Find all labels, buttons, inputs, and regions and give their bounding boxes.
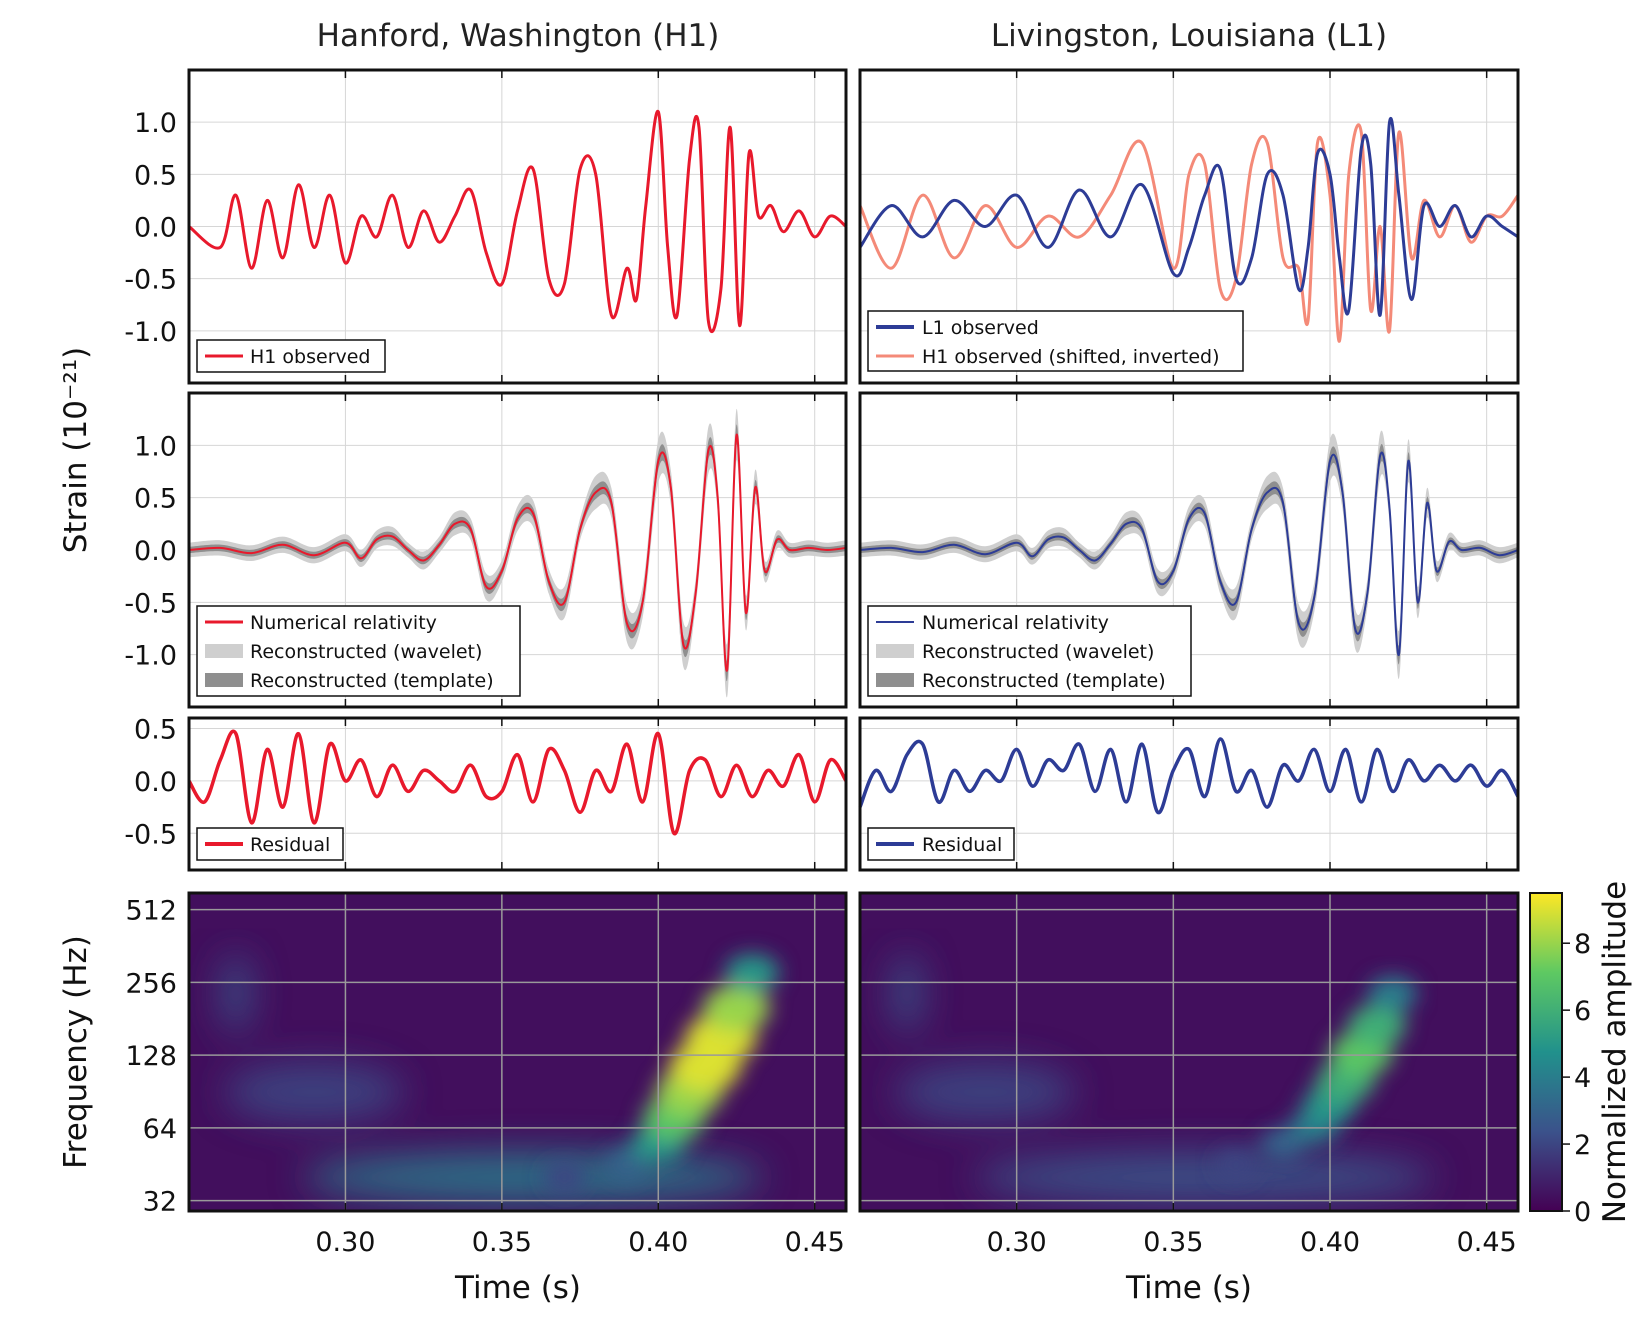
ytick-label: 512 <box>125 896 177 927</box>
legend-label-l1-residual: Residual <box>922 834 1002 856</box>
colorbar-tick-label: 2 <box>1574 1130 1591 1161</box>
chirp-track-point <box>544 1162 585 1193</box>
axes-frame <box>858 68 1520 385</box>
ytick-label: -0.5 <box>124 265 177 296</box>
legend-label-h1-observed: H1 observed <box>250 346 371 368</box>
axes-frame <box>187 391 848 709</box>
ytick-label: 0.0 <box>134 536 177 567</box>
colorbar-label: Normalized amplitude <box>1597 881 1633 1223</box>
panel-l1-observed <box>858 68 1520 385</box>
colorbar-tick-label: 4 <box>1574 1063 1591 1094</box>
legend-label-h1-template: Reconstructed (template) <box>250 670 494 692</box>
spectrogram-image <box>189 893 846 1211</box>
legend-swatch-l1-wavelet <box>876 644 914 658</box>
series-line-h1-observed-shifted-inverted- <box>858 123 1520 343</box>
ytick-label: 64 <box>143 1114 177 1145</box>
xtick-label: 0.45 <box>1457 1227 1517 1258</box>
axes-frame <box>187 716 848 872</box>
series-line-residual <box>858 737 1520 815</box>
legend-label-l1-observed: L1 observed <box>922 317 1039 339</box>
colorbar-tick-label: 6 <box>1574 996 1591 1027</box>
ylabel-frequency: Frequency (Hz) <box>58 935 94 1169</box>
xtick-label: 0.40 <box>628 1227 688 1258</box>
title-l1: Livingston, Louisiana (L1) <box>991 18 1387 54</box>
panel-l1-spectrogram: 0.30 0.35 0.40 0.45 <box>858 891 1520 1258</box>
ylabel-strain: Strain (10⁻²¹) <box>58 347 94 554</box>
chirp-track-point <box>604 1148 650 1182</box>
panel-h1-residual: 0.5 0.0 -0.5 <box>124 714 848 872</box>
xtick-label: 0.30 <box>987 1227 1047 1258</box>
chirp-track-point <box>1367 976 1418 1012</box>
legend-label-h1-residual: Residual <box>250 834 330 856</box>
axes-frame <box>858 716 1520 872</box>
legend-swatch-l1-template <box>876 673 914 687</box>
xtick-label: 0.30 <box>315 1227 375 1258</box>
legend-label-h1-shifted: H1 observed (shifted, inverted) <box>922 346 1219 368</box>
legend-label-h1-nr: Numerical relativity <box>250 612 437 634</box>
ytick-label: -1.0 <box>124 317 177 348</box>
spectrogram-image <box>860 893 1518 1211</box>
legend-h1-observed: H1 observed <box>196 339 386 373</box>
ytick-label: 128 <box>125 1041 177 1072</box>
legend-h1-residual: Residual <box>196 827 344 861</box>
xlabel-l1: Time (s) <box>1125 1270 1252 1306</box>
series-line-numerical-relativity <box>859 451 1519 656</box>
ytick-label: 1.0 <box>134 431 177 462</box>
spectrogram-band <box>895 1062 1076 1123</box>
panel-h1-spectrogram: 32 64 128 256 512 0.30 0.35 0.40 0.45 <box>125 891 848 1258</box>
ytick-label: 0.5 <box>134 484 177 515</box>
ytick-label: 0.0 <box>134 767 177 798</box>
legend-swatch-h1-wavelet <box>205 644 243 658</box>
ytick-label: 256 <box>125 968 177 999</box>
series-line-h1-observed <box>188 110 847 334</box>
axes-frame <box>858 391 1520 709</box>
chirp-track-point <box>1347 1004 1407 1046</box>
colorbar-tick-label: 0 <box>1574 1197 1591 1228</box>
spectrogram-band <box>224 1062 405 1123</box>
xtick-label: 0.45 <box>785 1227 845 1258</box>
chirp-track-point <box>725 953 780 992</box>
chirp-track-point <box>1215 1150 1257 1180</box>
legend-l1-residual: Residual <box>867 827 1015 861</box>
ytick-label: 0.0 <box>134 213 177 244</box>
colorbar-gradient <box>1529 892 1563 1212</box>
band-reconstructed-template <box>860 443 1518 665</box>
spectrogram-band <box>303 1151 764 1204</box>
axes-frame <box>187 68 848 385</box>
xlabel-h1: Time (s) <box>454 1270 581 1306</box>
title-h1: Hanford, Washington (H1) <box>317 18 720 54</box>
xtick-label: 0.35 <box>1143 1227 1203 1258</box>
ytick-label: 32 <box>143 1187 177 1218</box>
series-line-l1-observed <box>858 117 1519 317</box>
legend-h1-nr: Numerical relativity Reconstructed (wave… <box>196 605 521 697</box>
colorbar-tick-label: 8 <box>1574 929 1591 960</box>
panel-l1-residual <box>858 716 1520 872</box>
ytick-label: -1.0 <box>124 641 177 672</box>
colorbar: 0 2 4 6 8 <box>1529 892 1591 1228</box>
legend-label-l1-template: Reconstructed (template) <box>922 670 1166 692</box>
ytick-label: 1.0 <box>134 108 177 139</box>
xtick-label: 0.35 <box>472 1227 532 1258</box>
ytick-label: 0.5 <box>134 160 177 191</box>
legend-label-l1-wavelet: Reconstructed (wavelet) <box>922 641 1154 663</box>
ytick-label: -0.5 <box>124 819 177 850</box>
series-line-numerical-relativity <box>188 433 847 672</box>
legend-label-l1-nr: Numerical relativity <box>922 612 1109 634</box>
panel-h1-observed: 1.0 0.5 0.0 -0.5 -1.0 <box>124 68 848 385</box>
legend-l1-nr: Numerical relativity Reconstructed (wave… <box>867 605 1192 697</box>
axes-frame <box>187 891 848 1213</box>
legend-label-h1-wavelet: Reconstructed (wavelet) <box>250 641 482 663</box>
series-line-residual <box>187 729 848 836</box>
ytick-label: -0.5 <box>124 588 177 619</box>
spectrogram-band <box>893 953 921 1034</box>
legend-swatch-h1-template <box>205 673 243 687</box>
ytick-label: 0.5 <box>134 714 177 745</box>
chirp-track-point <box>702 985 771 1032</box>
legend-l1-observed: L1 observed H1 observed (shifted, invert… <box>867 310 1244 372</box>
spectrogram-band <box>221 953 250 1034</box>
xtick-label: 0.40 <box>1300 1227 1360 1258</box>
axes-frame <box>858 891 1520 1213</box>
spectrogram-band <box>974 1151 1435 1204</box>
